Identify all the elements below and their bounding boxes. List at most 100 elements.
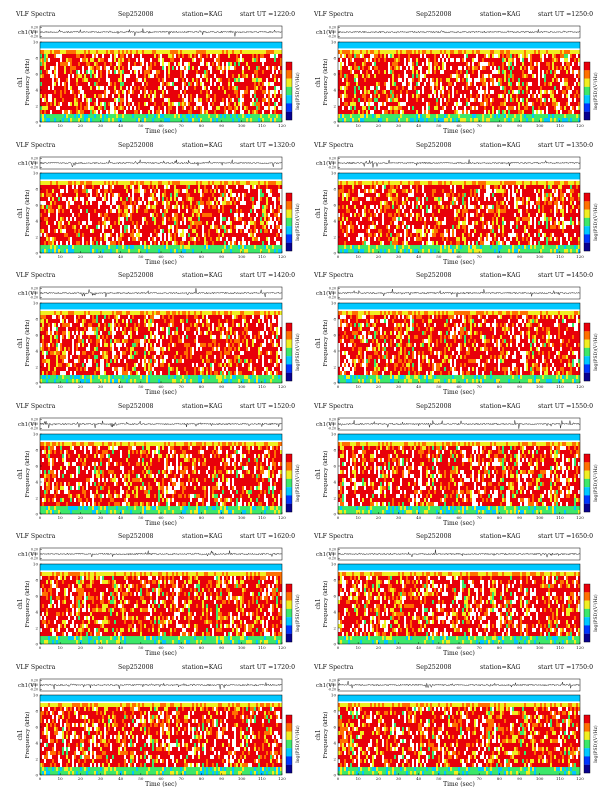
colorbar-segment — [584, 617, 590, 625]
x-tick-label: 40 — [118, 123, 124, 128]
y-tick-label: 10 — [331, 301, 337, 306]
x-tick-label: 70 — [179, 384, 185, 389]
x-tick-label: 20 — [78, 384, 84, 389]
spectrogram-cells — [40, 303, 282, 383]
x-axis-label: Time (sec) — [145, 389, 177, 396]
x-tick-label: 30 — [396, 384, 402, 389]
x-tick-label: 80 — [199, 123, 205, 128]
x-tick-label: 10 — [58, 515, 64, 520]
y-tick-label: 6 — [333, 202, 336, 207]
x-tick-label: 10 — [356, 254, 362, 259]
x-tick-label: 50 — [436, 384, 442, 389]
channel-label: ch1 — [315, 729, 322, 740]
y-tick-label: 6 — [35, 72, 38, 77]
x-tick-label: 40 — [416, 776, 422, 781]
y-tick-label: 4 — [333, 88, 336, 93]
x-axis-label: Time (sec) — [145, 128, 177, 135]
x-tick-label: 90 — [219, 384, 225, 389]
colorbar-segment — [286, 112, 292, 120]
colorbar-segment — [584, 584, 590, 592]
colorbar-label: log(PSD)(V²/Hz) — [294, 725, 301, 763]
y-tick-label: 4 — [35, 88, 38, 93]
x-tick-label: 80 — [199, 776, 205, 781]
x-tick-label: 40 — [416, 384, 422, 389]
channel-label: ch1 — [17, 76, 24, 87]
x-tick-label: 80 — [199, 645, 205, 650]
x-tick-label: 20 — [376, 123, 382, 128]
colorbar-segment — [584, 723, 590, 731]
x-tick-label: 10 — [58, 384, 64, 389]
x-tick-label: 40 — [118, 515, 124, 520]
waveform-ylabel: ch1(V) — [18, 682, 36, 689]
x-tick-label: 120 — [576, 254, 584, 259]
y-tick-label: 6 — [333, 724, 336, 729]
spectrogram-cells — [338, 695, 580, 775]
x-tick-label: 110 — [258, 515, 266, 520]
y-tick-label: 10 — [33, 301, 39, 306]
x-tick-label: 0 — [337, 776, 340, 781]
x-tick-label: 70 — [179, 515, 185, 520]
y-axis-label: Frequency (kHz) — [24, 189, 31, 236]
x-tick-label: 10 — [356, 776, 362, 781]
x-tick-label: 110 — [556, 776, 564, 781]
colorbar-segment — [286, 79, 292, 87]
colorbar-segment — [286, 242, 292, 250]
x-tick-label: 100 — [238, 645, 246, 650]
x-tick-label: 70 — [477, 645, 483, 650]
x-tick-label: 110 — [556, 254, 564, 259]
x-tick-label: 50 — [436, 776, 442, 781]
x-tick-label: 20 — [376, 645, 382, 650]
y-axis-label: Frequency (kHz) — [322, 450, 329, 497]
x-axis-label: Time (sec) — [443, 781, 475, 788]
spectrogram-cells — [338, 173, 580, 253]
y-tick-label: 2 — [35, 365, 38, 370]
colorbar-segment — [584, 478, 590, 486]
y-tick-label: 10 — [331, 562, 337, 567]
x-tick-label: 10 — [58, 123, 64, 128]
x-axis-label: Time (sec) — [145, 781, 177, 788]
x-tick-label: 80 — [199, 384, 205, 389]
y-tick-label: 4 — [35, 740, 38, 745]
y-axis-label: Frequency (kHz) — [322, 320, 329, 367]
x-tick-label: 80 — [497, 645, 503, 650]
colorbar-label: log(PSD)(V²/Hz) — [592, 333, 599, 371]
x-tick-label: 100 — [536, 384, 544, 389]
y-tick-label: 2 — [333, 756, 336, 761]
colorbar-segment — [286, 209, 292, 217]
x-tick-label: 90 — [219, 515, 225, 520]
colorbar-segment — [286, 609, 292, 617]
y-tick-label: 8 — [333, 708, 336, 713]
y-tick-label: 4 — [35, 218, 38, 223]
y-tick-label: 10 — [33, 692, 39, 697]
colorbar-segment — [286, 454, 292, 462]
x-tick-label: 80 — [497, 254, 503, 259]
spectrogram-cells — [338, 434, 580, 514]
y-tick-label: 8 — [35, 447, 38, 452]
x-tick-label: 100 — [536, 515, 544, 520]
x-tick-label: 100 — [238, 384, 246, 389]
colorbar-segment — [286, 62, 292, 70]
y-tick-label: 4 — [333, 479, 336, 484]
colorbar-segment — [286, 201, 292, 209]
waveform-ylabel: ch1(V) — [316, 290, 334, 297]
x-tick-label: 50 — [436, 123, 442, 128]
y-tick-label: 10 — [331, 692, 337, 697]
colorbar-segment — [286, 348, 292, 356]
x-tick-label: 110 — [258, 254, 266, 259]
x-tick-label: 0 — [337, 645, 340, 650]
colorbar-segment — [584, 373, 590, 381]
x-tick-label: 80 — [199, 515, 205, 520]
x-axis-label: Time (sec) — [145, 520, 177, 527]
colorbar-segment — [286, 331, 292, 339]
x-tick-label: 100 — [536, 123, 544, 128]
colorbar-segment — [584, 601, 590, 609]
y-axis-label: Frequency (kHz) — [24, 711, 31, 758]
waveform-ylabel: ch1(V) — [316, 421, 334, 428]
colorbar-segment — [584, 79, 590, 87]
